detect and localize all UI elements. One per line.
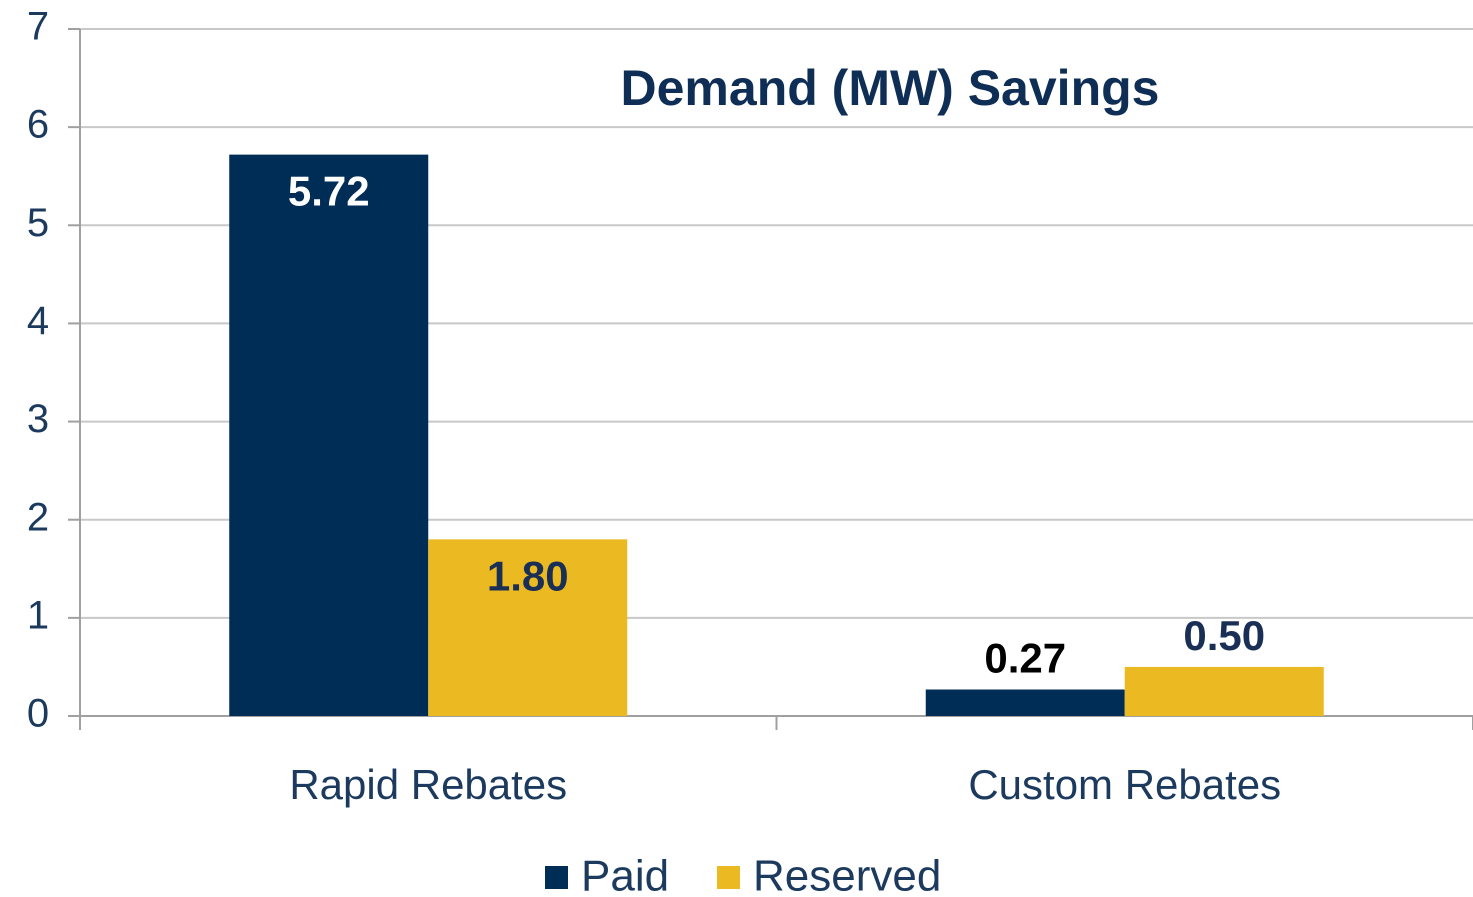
value-label: 0.27 (984, 635, 1066, 682)
y-tick-label: 4 (27, 299, 49, 343)
legend-label: Paid (581, 852, 669, 897)
bar (428, 539, 628, 716)
bar (229, 154, 429, 716)
bar (1124, 666, 1324, 716)
x-tick-label: Custom Rebates (968, 761, 1281, 808)
y-tick-label: 7 (27, 5, 49, 49)
legend-swatch (717, 866, 740, 889)
y-tick-label: 0 (27, 692, 49, 736)
legend-swatch (545, 866, 568, 889)
value-label: 5.72 (288, 168, 370, 215)
y-tick-label: 2 (27, 495, 49, 539)
legend-label: Reserved (753, 852, 941, 897)
y-tick-label: 1 (27, 593, 49, 637)
value-label: 0.50 (1183, 612, 1265, 659)
value-label: 1.80 (487, 552, 569, 599)
x-tick-label: Rapid Rebates (289, 761, 567, 808)
y-tick-label: 6 (27, 103, 49, 147)
chart-title: Demand (MW) Savings (621, 60, 1160, 116)
y-tick-label: 5 (27, 201, 49, 245)
y-tick-label: 3 (27, 397, 49, 441)
bar (925, 689, 1125, 716)
